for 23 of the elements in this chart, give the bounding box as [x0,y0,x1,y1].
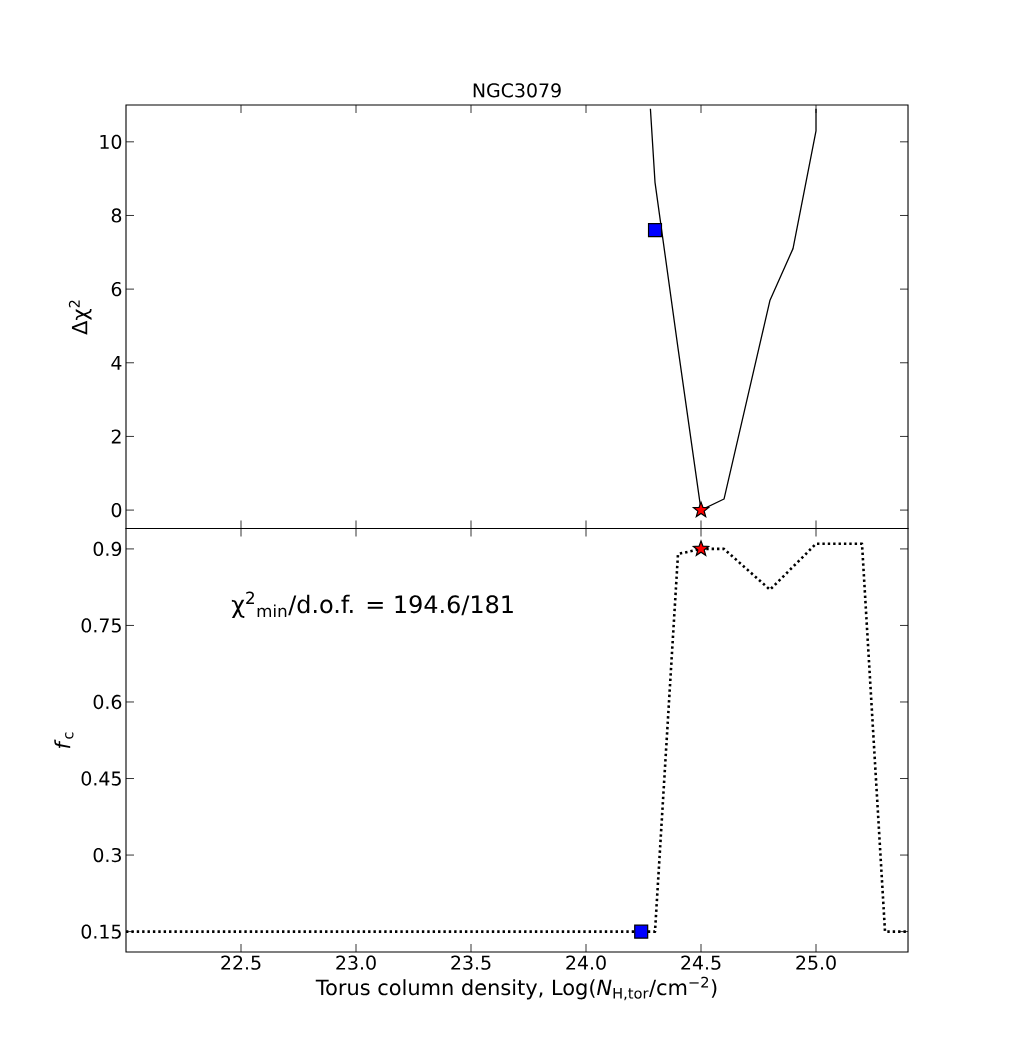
x-tick-label: 23.5 [451,955,491,970]
y-tick-label: 10 [100,134,122,149]
y-tick-label: 0.75 [81,618,121,633]
y-axis-title: Δχ$^{2}$ [68,300,92,335]
y-tick-label: 0.6 [93,694,122,710]
x-tick-label: 23.0 [336,955,376,970]
x-tick-label: 24.0 [566,955,606,970]
y-tick-label: 2 [111,429,121,444]
y-tick-label: 0.45 [81,771,121,786]
y-tick-label: 0.9 [93,541,122,557]
x-axis-title: Torus column density, Log(N$_{H,tor}$/cm$^{−2}$) [315,976,717,1001]
chart-title: NGC3079 [473,83,561,98]
y-tick-label: 0 [111,502,122,518]
x-tick-label: 24.5 [681,955,721,970]
y-axis-title: f$_{c}$ [54,732,74,749]
y-tick-label: 0.15 [81,924,121,939]
annotation: χ$^{2}$$_{min}$/d.o.f. = 194.6/181 [231,591,513,618]
x-tick-label: 22.5 [221,955,261,970]
y-tick-label: 0.3 [93,847,121,863]
y-tick-label: 8 [111,208,122,223]
x-tick-label: 25.0 [796,955,836,970]
y-tick-label: 4 [111,355,122,370]
y-tick-label: 6 [111,281,122,297]
